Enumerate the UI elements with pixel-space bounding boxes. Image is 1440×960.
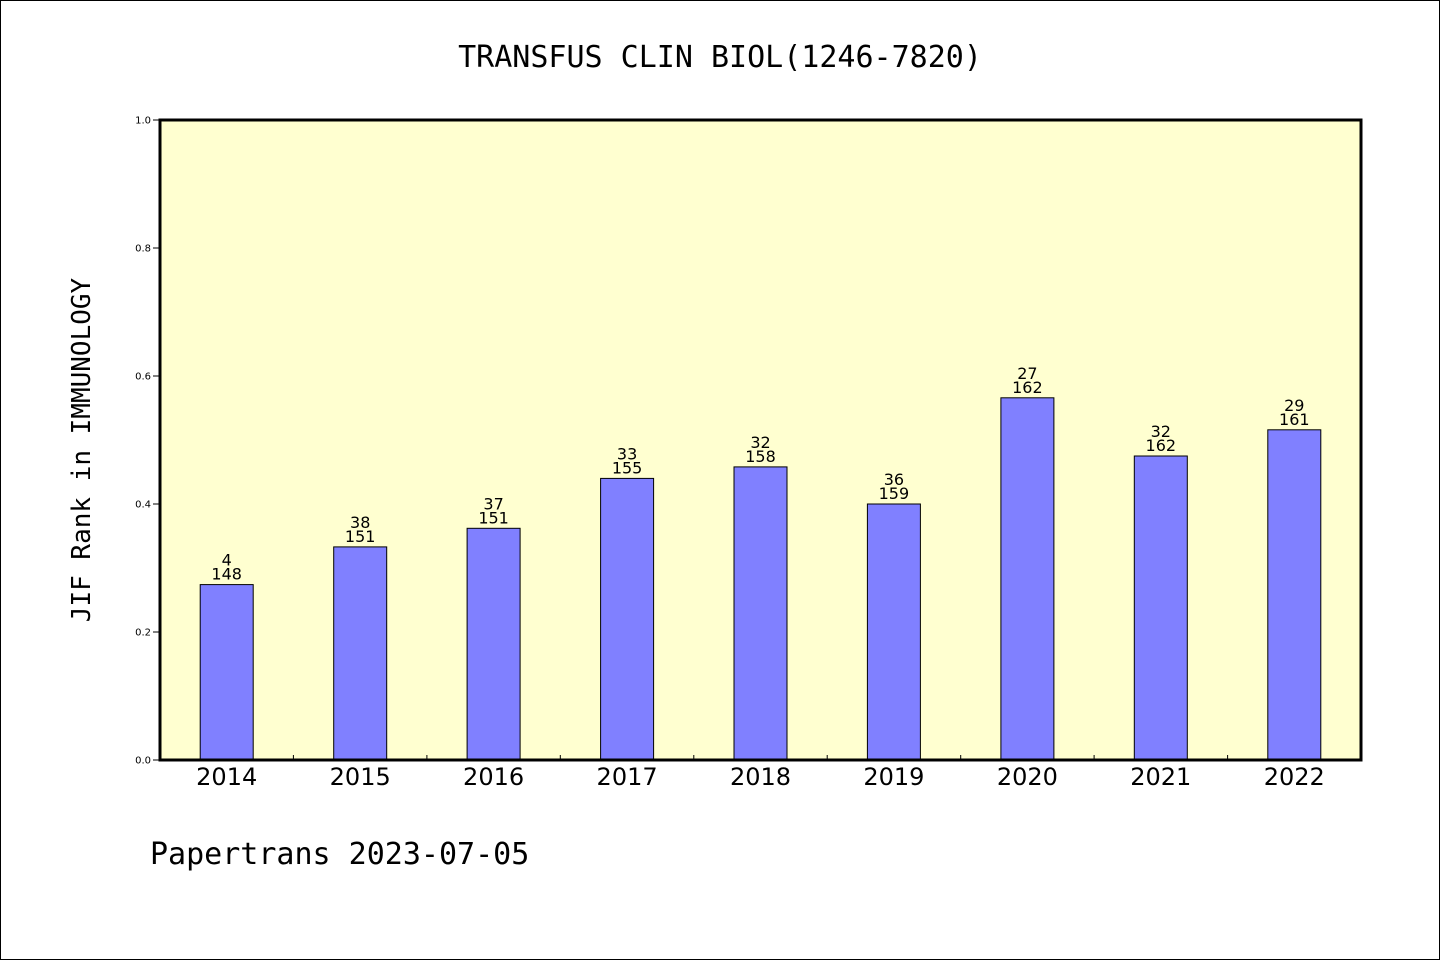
bar-total-label: 161 <box>1279 410 1310 429</box>
x-tick-label: 2018 <box>730 763 791 791</box>
x-tick-label: 2020 <box>997 763 1058 791</box>
y-tick-label: 1.0 <box>135 116 151 127</box>
bar-total-label: 162 <box>1146 436 1177 455</box>
bar-2015 <box>333 546 388 761</box>
bar-total-label: 148 <box>211 565 242 584</box>
bar-2019 <box>866 503 921 761</box>
chart-title: TRANSFUS CLIN BIOL(1246-7820) <box>458 40 982 75</box>
bar-total-label: 158 <box>745 447 776 466</box>
bar-2017 <box>600 477 655 761</box>
bar-rank-label: 37 <box>483 494 503 513</box>
x-tick-label: 2019 <box>863 763 924 791</box>
bar-rank-label: 38 <box>350 513 370 532</box>
x-tick-label: 2016 <box>463 763 524 791</box>
bars-group <box>199 397 1322 761</box>
bar-rank-label: 29 <box>1284 396 1304 415</box>
bar-rank-label: 36 <box>884 470 904 489</box>
bar-total-label: 151 <box>478 508 509 527</box>
x-tick-label: 2021 <box>1130 763 1191 791</box>
y-tick-label: 0.0 <box>135 756 151 767</box>
x-tick-label: 2017 <box>597 763 658 791</box>
bar-2020 <box>1000 397 1055 761</box>
bar-total-label: 151 <box>345 527 376 546</box>
y-axis-label: JIF Rank in IMMUNOLOGY <box>67 277 97 622</box>
bar-2016 <box>466 527 521 761</box>
bar-rank-label: 32 <box>750 433 770 452</box>
x-tick-label: 2022 <box>1264 763 1325 791</box>
bar-2021 <box>1133 455 1188 761</box>
bar-rank-label: 33 <box>617 444 637 463</box>
y-tick-label: 0.2 <box>135 628 151 639</box>
plot-border <box>158 118 1363 762</box>
x-tick-label: 2015 <box>330 763 391 791</box>
footer-text: Papertrans 2023-07-05 <box>150 837 529 872</box>
y-tick-label: 0.8 <box>135 244 151 255</box>
bar-2022 <box>1267 429 1322 761</box>
bar-2014 <box>199 584 254 761</box>
bar-rank-label: 4 <box>222 551 232 570</box>
x-axis: 2014 2015 2016 2017 2018 2019 2020 2021 2022 <box>196 755 1325 791</box>
y-axis: 0.0 0.2 0.4 0.6 0.8 1.0 <box>135 116 160 767</box>
bar-2018 <box>733 466 788 761</box>
data-labels: 4148381513715133155321583615927162321622… <box>211 364 1309 584</box>
bar-rank-label: 27 <box>1017 364 1037 383</box>
bar-total-label: 162 <box>1012 378 1043 397</box>
bar-total-label: 155 <box>612 458 643 477</box>
bar-total-label: 159 <box>879 484 910 503</box>
bar-rank-label: 32 <box>1151 422 1171 441</box>
y-tick-label: 0.4 <box>135 500 151 511</box>
y-tick-label: 0.6 <box>135 372 151 383</box>
x-tick-label: 2014 <box>196 763 257 791</box>
